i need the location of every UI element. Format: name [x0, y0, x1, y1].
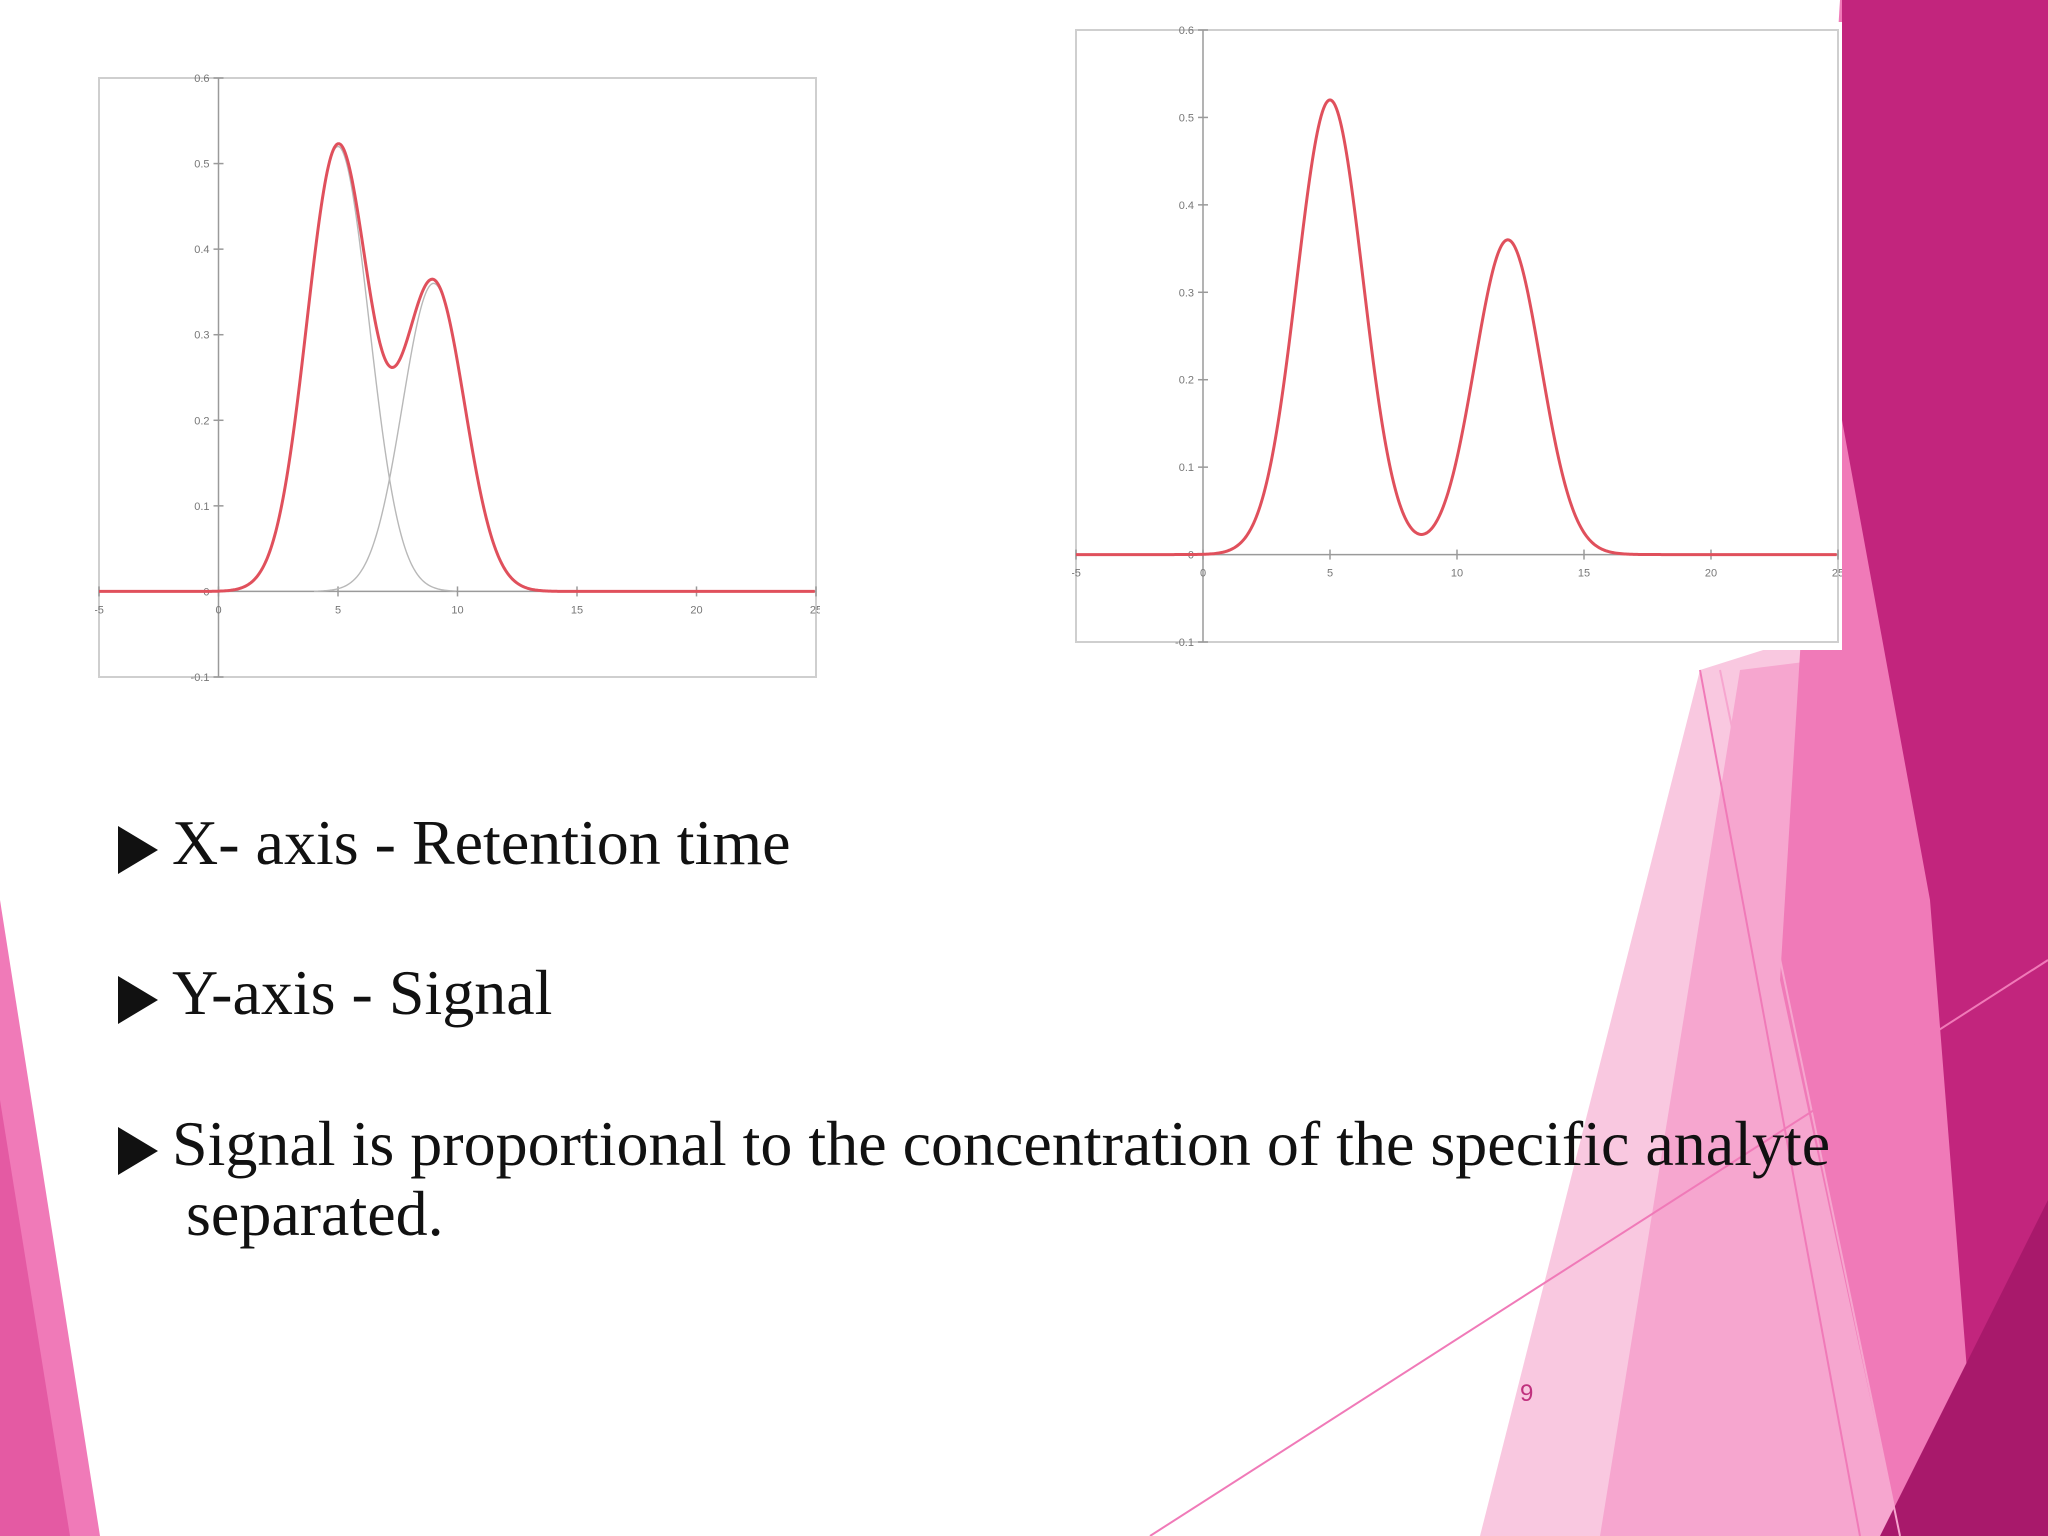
- x-tick-label: 10: [1451, 568, 1463, 580]
- plot-frame: [1075, 29, 1839, 643]
- bullet-list: X- axis - Retention time Y-axis - Signal…: [118, 807, 1978, 1250]
- decor-line: [1149, 959, 2048, 1536]
- y-tick-label: 0.2: [194, 415, 209, 427]
- y-tick-label: 0.4: [1179, 200, 1194, 212]
- bullet-text: Y-axis - Signal: [172, 957, 553, 1029]
- arrow-bullet-icon: [118, 1126, 158, 1175]
- component-peak-curve: [314, 282, 552, 592]
- y-tick-label: 0.2: [1179, 375, 1194, 387]
- right-facet-edge: [1880, 1200, 2048, 1536]
- x-tick-label: 20: [690, 604, 702, 616]
- x-tick-label: 25: [810, 604, 820, 616]
- x-tick-label: 5: [1327, 568, 1333, 580]
- y-tick-label: 0.1: [1179, 462, 1194, 474]
- signal-curve: [99, 142, 815, 593]
- y-tick-label: 0.3: [1179, 287, 1194, 299]
- bullet-continuation: separated.: [186, 1178, 444, 1250]
- y-tick-label: 0.1: [194, 501, 209, 513]
- chromatogram-resolved: 0.6 0.5 0.4 0.3 0.2 0.1 0 -0.1 -5 0 5 10 15 20 25: [1072, 22, 1842, 650]
- bullet-text: Signal is proportional to the concentrat…: [172, 1107, 1831, 1179]
- x-tick-label: -5: [95, 604, 104, 616]
- chromatogram-overlapping: 0.6 0.5 0.4 0.3 0.2 0.1 0 -0.1 -5 0 5 10 15 20 25: [95, 70, 820, 685]
- x-tick-label: 0: [215, 604, 221, 616]
- slide-number: 9: [1520, 1380, 1534, 1407]
- chart-right-svg: 0.60.50.40.30.20.10-0.1-5 0 5 10 15 20 25: [1072, 25, 1842, 649]
- right-facet-main: [1842, 0, 2048, 1536]
- chart-left-svg: 0.60.50.40.30.20.10-0.1-5 0 5 10 15 20 25: [95, 73, 820, 684]
- component-peak-curve: [218, 145, 457, 592]
- x-tick-label: -5: [1072, 568, 1081, 580]
- y-tick-label: 0.6: [1179, 25, 1194, 37]
- arrow-bullet-icon: [118, 826, 158, 874]
- x-tick-label: 20: [1705, 568, 1717, 580]
- x-tick-label: 5: [335, 604, 341, 616]
- bullet-item: Signal is proportional to the concentrat…: [118, 1107, 1978, 1179]
- bullet-item: X- axis - Retention time: [118, 807, 1978, 878]
- y-tick-label: 0.6: [194, 73, 209, 85]
- bullet-item: Y-axis - Signal: [118, 958, 1978, 1028]
- y-tick-label: -0.1: [1175, 637, 1194, 649]
- y-tick-label: 0.5: [1179, 112, 1194, 124]
- x-tick-label: 25: [1832, 568, 1842, 580]
- y-tick-label: 0.4: [194, 244, 209, 256]
- bullet-text: X- axis - Retention time: [172, 807, 791, 878]
- plot-frame: [98, 77, 817, 678]
- arrow-bullet-icon: [118, 976, 158, 1025]
- left-accent-facet-dark: [0, 1100, 70, 1536]
- y-tick-label: -0.1: [191, 672, 210, 684]
- decor-line: [1699, 669, 1861, 1536]
- x-tick-label: 0: [1200, 568, 1206, 580]
- signal-curve: [1076, 98, 1837, 557]
- y-tick-label: 0.5: [194, 159, 209, 171]
- y-tick-label: 0.3: [194, 330, 209, 342]
- x-tick-label: 10: [451, 604, 463, 616]
- x-tick-label: 15: [1578, 568, 1590, 580]
- decor-line: [1719, 669, 1901, 1536]
- x-tick-label: 15: [571, 604, 583, 616]
